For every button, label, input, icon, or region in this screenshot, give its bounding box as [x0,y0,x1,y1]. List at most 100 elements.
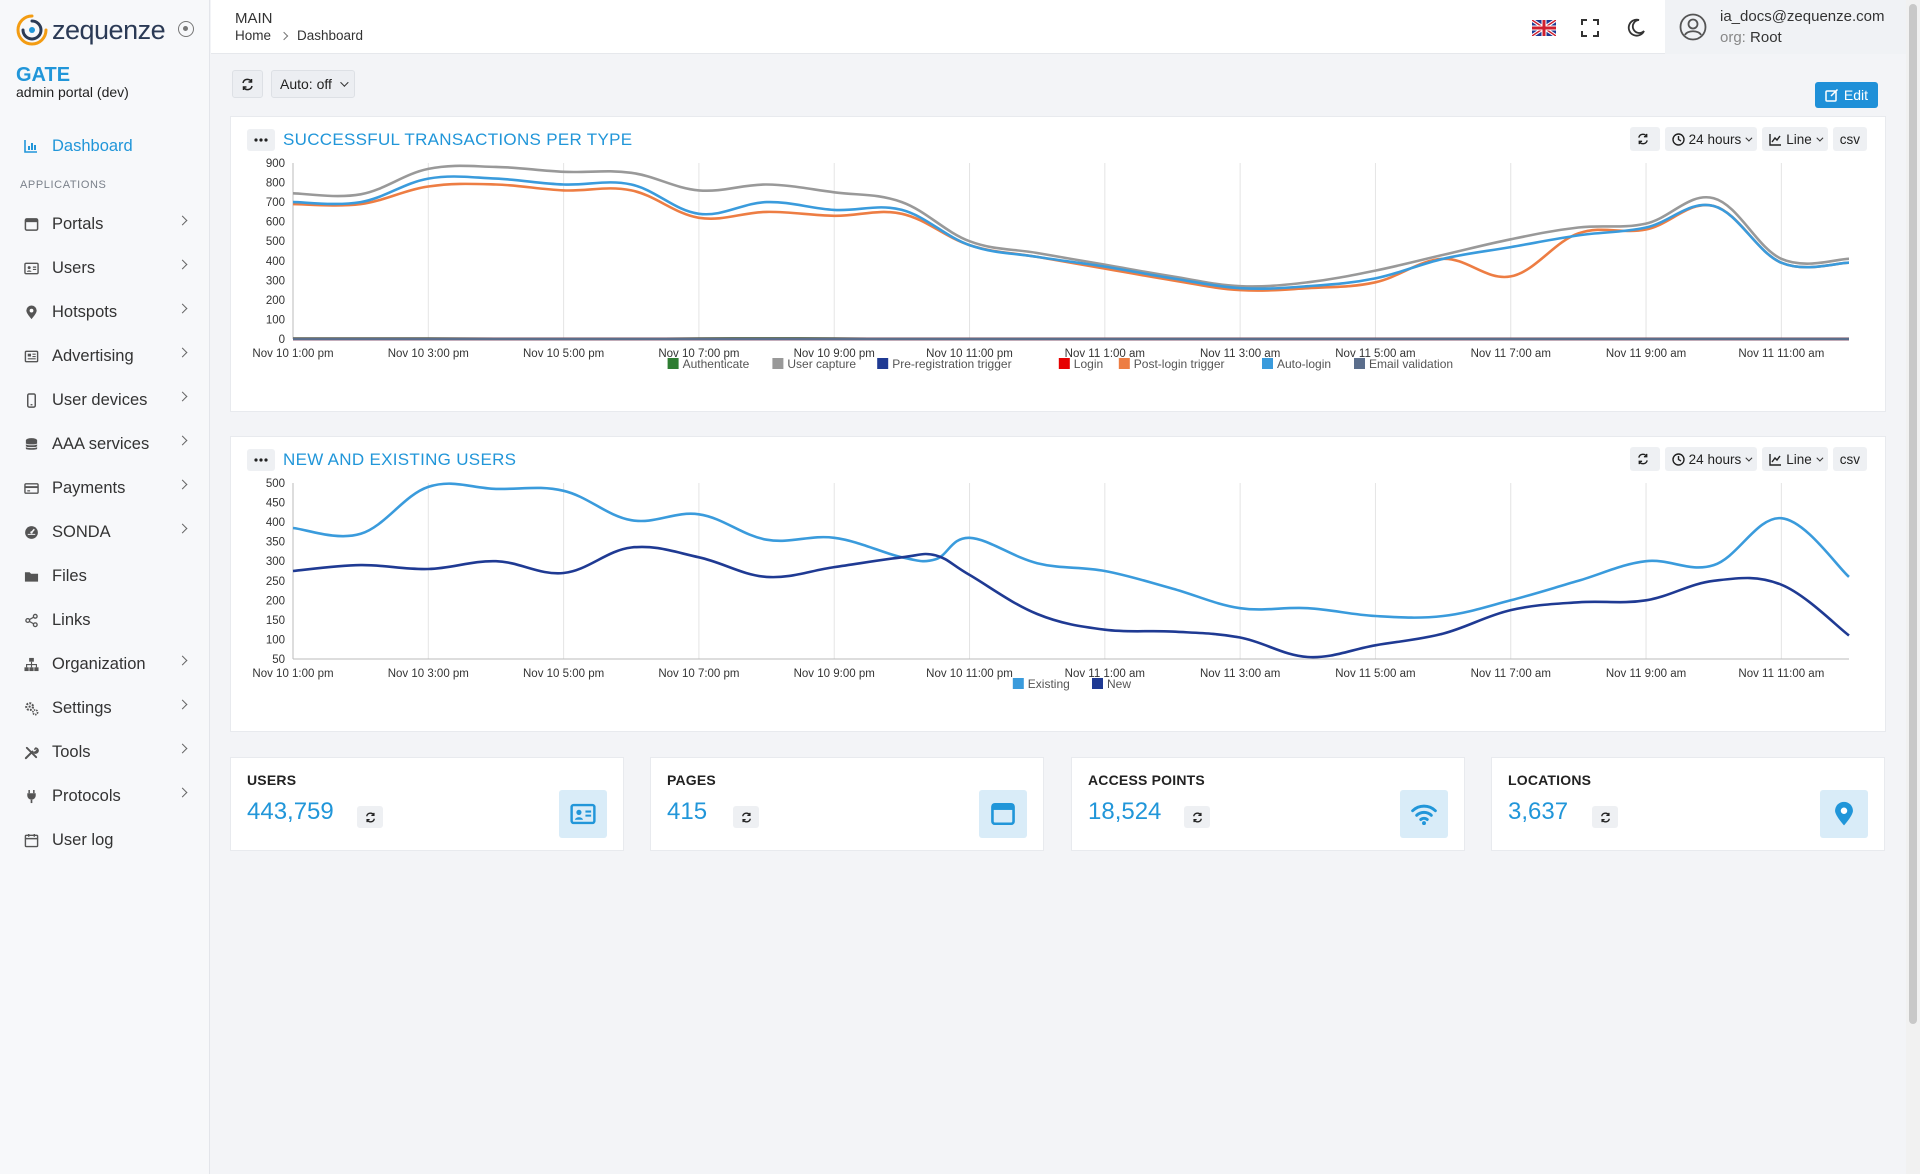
legend-entry: Pre-registration trigger [892,357,1011,371]
edit-button[interactable]: Edit [1814,82,1878,108]
scrollbar-thumb[interactable] [1909,4,1917,1024]
page-scrollbar[interactable] [1906,0,1920,1174]
app-title: GATE [16,64,71,86]
y-tick-label: 900 [266,158,285,170]
x-tick-label: Nov 10 9:00 pm [794,348,875,360]
chart-refresh-button[interactable] [1629,127,1660,151]
sidebar-item-protocols[interactable]: Protocols [0,774,210,818]
time-range-label: 24 hours [1688,451,1742,467]
sidebar-item-label: SONDA [52,522,111,541]
sidebar-item-links[interactable]: Links [0,598,210,642]
x-tick-label: Nov 10 7:00 pm [658,348,739,360]
breadcrumb-home[interactable]: Home [235,28,272,43]
panel-menu-button[interactable] [247,449,275,471]
clock-icon [1671,452,1685,466]
fullscreen-icon[interactable] [1576,14,1604,42]
sidebar-item-user-devices[interactable]: User devices [0,378,210,422]
auto-refresh-dropdown[interactable]: Auto: off [271,70,355,98]
y-tick-label: 100 [266,634,285,646]
x-tick-label: Nov 11 5:00 am [1335,668,1415,680]
newspaper-icon [22,347,40,365]
panel-menu-button[interactable] [247,129,275,151]
y-tick-label: 300 [266,556,285,568]
y-tick-label: 800 [266,178,285,190]
chart-type-dropdown[interactable]: Line [1762,447,1828,471]
refresh-icon [242,78,253,90]
stat-label: USERS [247,772,297,788]
legend-swatch [1092,678,1103,689]
sidebar-item-label: User log [52,830,114,849]
sidebar-section-label: APPLICATIONS [20,179,107,191]
sidebar-item-label: Users [52,258,96,277]
x-tick-label: Nov 10 5:00 pm [523,668,604,680]
folder-icon [22,567,40,585]
gauge-icon [22,523,40,541]
pin-sidebar-icon[interactable] [178,21,194,37]
stat-card-pages: PAGES 415 [650,757,1044,851]
line-chart-icon [1769,133,1782,146]
x-tick-label: Nov 10 1:00 pm [252,348,333,360]
x-tick-label: Nov 11 3:00 am [1200,348,1280,360]
sidebar-item-portals[interactable]: Portals [0,202,210,246]
legend-entry: Existing [1028,677,1070,691]
x-tick-label: Nov 11 7:00 am [1471,348,1551,360]
chart-title: SUCCESSFUL TRANSACTIONS PER TYPE [283,130,633,149]
chart-controls: 24 hours Line csv [1629,127,1867,151]
uk-flag-icon[interactable] [1530,14,1558,42]
user-org: org: Root [1720,29,1782,46]
time-range-dropdown[interactable]: 24 hours [1664,447,1758,471]
sidebar-item-label: Dashboard [52,136,133,155]
edit-icon [1825,88,1838,102]
x-tick-label: Nov 11 7:00 am [1471,668,1551,680]
legend-swatch [877,358,889,369]
calendar-icon [22,831,40,849]
csv-export-button[interactable]: csv [1832,447,1867,471]
stat-refresh-button[interactable] [1592,806,1618,828]
sidebar-item-tools[interactable]: Tools [0,730,210,774]
chart-controls: 24 hours Line csv [1629,447,1867,471]
y-tick-label: 500 [266,236,285,248]
legend-entry: Email validation [1369,357,1453,371]
refresh-icon [1637,133,1648,145]
sidebar-item-aaa-services[interactable]: AAA services [0,422,210,466]
legend-entry: User capture [787,357,856,371]
sidebar-item-sonda[interactable]: SONDA [0,510,210,554]
more-dots-icon [254,458,268,462]
csv-export-button[interactable]: csv [1832,127,1867,151]
time-range-label: 24 hours [1688,131,1742,147]
sidebar-item-users[interactable]: Users [0,246,210,290]
stat-refresh-button[interactable] [1184,806,1210,828]
stat-refresh-button[interactable] [357,806,383,828]
series-line-existing [292,482,1850,619]
line-chart-icon [1769,453,1782,466]
user-menu[interactable]: ia_docs@zequenze.com org: Root [1665,0,1920,54]
sidebar-item-user-log[interactable]: User log [0,818,210,862]
chevron-down-icon [1745,454,1753,462]
logo[interactable]: zequenze [14,12,194,48]
x-tick-label: Nov 10 5:00 pm [523,348,604,360]
chevron-down-icon [1745,134,1753,142]
chart-refresh-button[interactable] [1629,447,1660,471]
legend-swatch [1354,358,1365,369]
refresh-button[interactable] [232,70,263,98]
users-line-chart: Nov 10 1:00 pm Nov 10 3:00 pm Nov 10 5:00 … [252,478,1850,691]
sidebar-item-organization[interactable]: Organization [0,642,210,686]
sidebar-item-hotspots[interactable]: Hotspots [0,290,210,334]
sidebar-item-settings[interactable]: Settings [0,686,210,730]
sidebar: zequenze GATE admin portal (dev) Dashboa… [0,0,210,1174]
series-line-new [292,545,1850,659]
dark-mode-moon-icon[interactable] [1622,14,1650,42]
stat-refresh-button[interactable] [733,806,759,828]
stat-card-users: USERS 443,759 [230,757,624,851]
sidebar-item-advertising[interactable]: Advertising [0,334,210,378]
plug-icon [22,787,40,805]
legend-entry: Auto-login [1277,357,1331,371]
time-range-dropdown[interactable]: 24 hours [1664,127,1758,151]
chart-type-label: Line [1786,451,1812,467]
transactions-chart-panel: SUCCESSFUL TRANSACTIONS PER TYPE 24 hour… [230,116,1886,412]
chart-type-dropdown[interactable]: Line [1762,127,1828,151]
sidebar-item-payments[interactable]: Payments [0,466,210,510]
sidebar-item-dashboard[interactable]: Dashboard [0,124,210,168]
sidebar-item-files[interactable]: Files [0,554,210,598]
sidebar-item-label: Links [52,610,91,629]
